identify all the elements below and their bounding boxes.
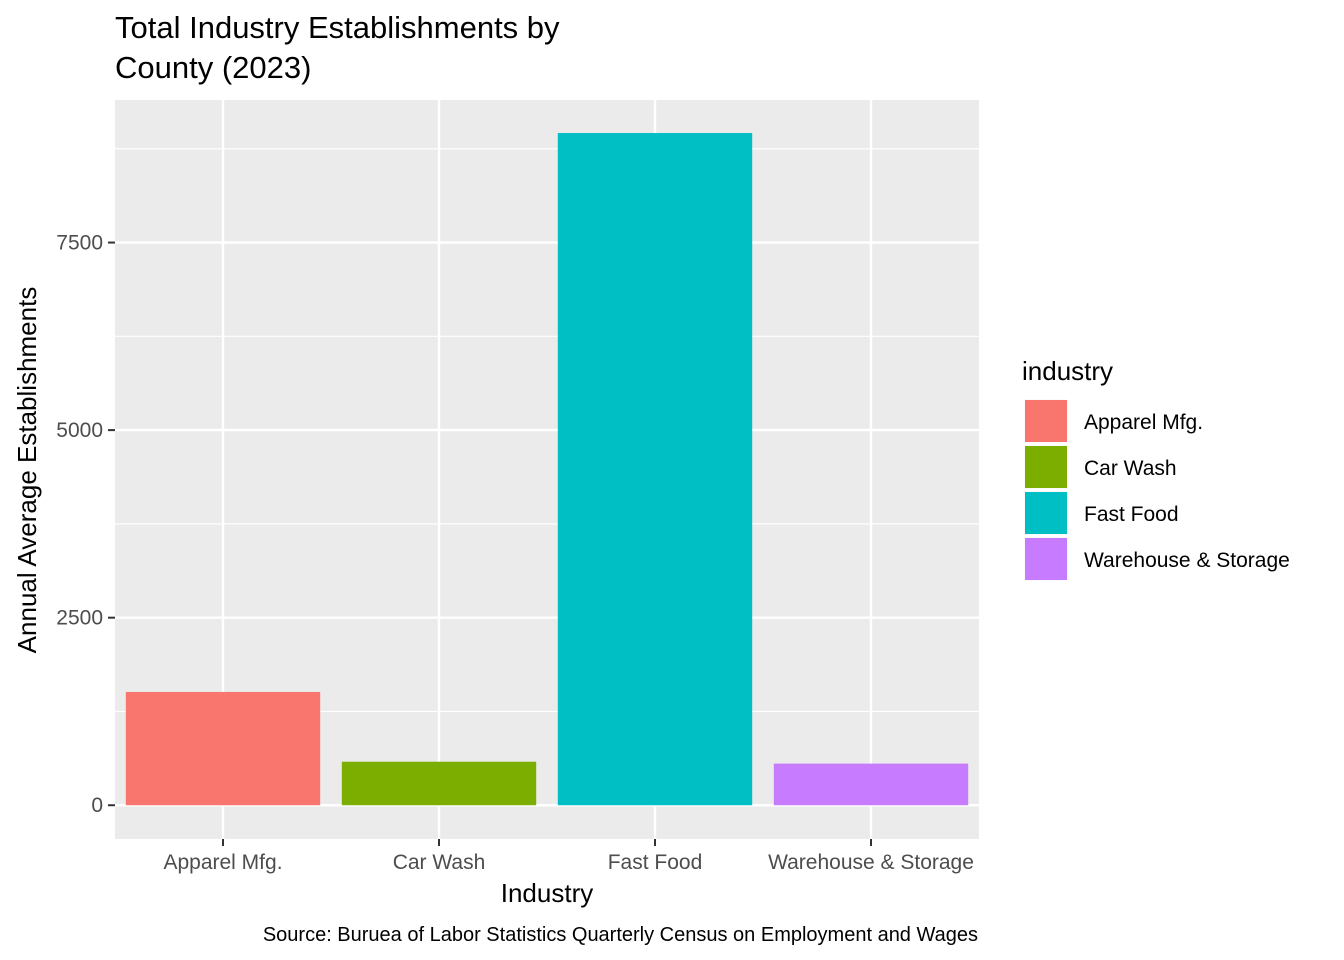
legend-swatch-2	[1025, 492, 1067, 534]
legend-entries: Apparel Mfg. Car Wash Fast Food Warehouse &…	[1023, 398, 1290, 582]
legend-title: industry	[1022, 356, 1113, 386]
bar-2	[557, 133, 753, 806]
x-axis-title: Industry	[501, 878, 594, 908]
x-tick-label: Warehouse & Storage	[768, 851, 974, 874]
chart-title-line-1: Total Industry Establishments by	[115, 10, 560, 45]
chart-title-line-2: County (2023)	[115, 50, 311, 85]
x-axis: Apparel Mfg. Car Wash Fast Food Warehouse &…	[163, 839, 974, 874]
chart-caption: Source: Buruea of Labor Statistics Quart…	[263, 924, 978, 946]
bar-1	[341, 761, 537, 806]
legend: industry Apparel Mfg. Car Wash Fast Food Wa…	[1022, 356, 1290, 582]
x-tick-label: Fast Food	[608, 851, 703, 874]
y-tick-label: 0	[91, 794, 103, 817]
legend-label-3: Warehouse & Storage	[1084, 549, 1290, 572]
y-tick-label: 7500	[56, 232, 103, 255]
legend-swatch-0	[1025, 400, 1067, 442]
y-tick-label: 2500	[56, 607, 103, 630]
y-axis: 0 2500 5000 7500	[56, 232, 115, 817]
y-tick-label: 5000	[56, 419, 103, 442]
legend-swatch-1	[1025, 446, 1067, 488]
legend-swatch-3	[1025, 538, 1067, 580]
x-tick-label: Car Wash	[393, 851, 486, 874]
legend-label-2: Fast Food	[1084, 503, 1179, 526]
legend-label-1: Car Wash	[1084, 457, 1177, 480]
bar-0	[125, 691, 321, 806]
bars	[125, 133, 969, 806]
y-axis-title: Annual Average Establishments	[12, 287, 42, 654]
legend-label-0: Apparel Mfg.	[1084, 411, 1203, 434]
x-tick-label: Apparel Mfg.	[163, 851, 282, 874]
bar-3	[773, 763, 969, 806]
